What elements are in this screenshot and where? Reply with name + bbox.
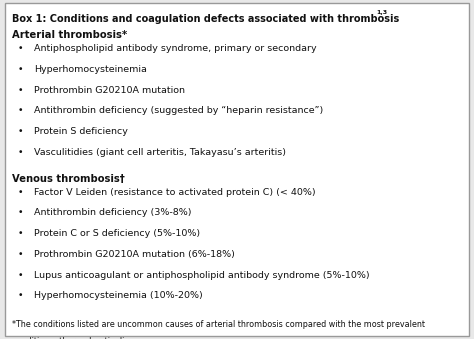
Text: •: • (18, 291, 24, 300)
Text: Protein C or S deficiency (5%-10%): Protein C or S deficiency (5%-10%) (34, 229, 200, 238)
Text: Venous thrombosis†: Venous thrombosis† (12, 174, 125, 183)
Text: •: • (18, 229, 24, 238)
Text: Hyperhomocysteinemia: Hyperhomocysteinemia (34, 65, 147, 74)
Text: Hyperhomocysteinemia (10%-20%): Hyperhomocysteinemia (10%-20%) (34, 291, 203, 300)
Text: Antithrombin deficiency (3%-8%): Antithrombin deficiency (3%-8%) (34, 208, 191, 218)
Text: •: • (18, 44, 24, 54)
Text: •: • (18, 148, 24, 157)
Text: •: • (18, 208, 24, 218)
Text: Arterial thrombosis*: Arterial thrombosis* (12, 30, 127, 40)
Text: •: • (18, 65, 24, 74)
Text: condition, atherosclerotic disease.: condition, atherosclerotic disease. (12, 337, 150, 339)
Text: Antiphospholipid antibody syndrome, primary or secondary: Antiphospholipid antibody syndrome, prim… (34, 44, 317, 54)
Text: Vasculitidies (giant cell arteritis, Takayasu’s arteritis): Vasculitidies (giant cell arteritis, Tak… (34, 148, 286, 157)
FancyBboxPatch shape (5, 3, 469, 336)
Text: •: • (18, 250, 24, 259)
Text: •: • (18, 188, 24, 197)
Text: Box 1: Conditions and coagulation defects associated with thrombosis: Box 1: Conditions and coagulation defect… (12, 14, 399, 24)
Text: •: • (18, 127, 24, 136)
Text: Lupus anticoagulant or antiphospholipid antibody syndrome (5%-10%): Lupus anticoagulant or antiphospholipid … (34, 271, 370, 280)
Text: Prothrombin G20210A mutation: Prothrombin G20210A mutation (34, 86, 185, 95)
Text: Prothrombin G20210A mutation (6%-18%): Prothrombin G20210A mutation (6%-18%) (34, 250, 235, 259)
Text: 1,3: 1,3 (376, 10, 387, 15)
Text: •: • (18, 106, 24, 116)
Text: •: • (18, 271, 24, 280)
Text: Factor V Leiden (resistance to activated protein C) (< 40%): Factor V Leiden (resistance to activated… (34, 188, 316, 197)
Text: *The conditions listed are uncommon causes of arterial thrombosis compared with : *The conditions listed are uncommon caus… (12, 320, 425, 330)
Text: Protein S deficiency: Protein S deficiency (34, 127, 128, 136)
Text: •: • (18, 86, 24, 95)
Text: Antithrombin deficiency (suggested by “heparin resistance”): Antithrombin deficiency (suggested by “h… (34, 106, 323, 116)
